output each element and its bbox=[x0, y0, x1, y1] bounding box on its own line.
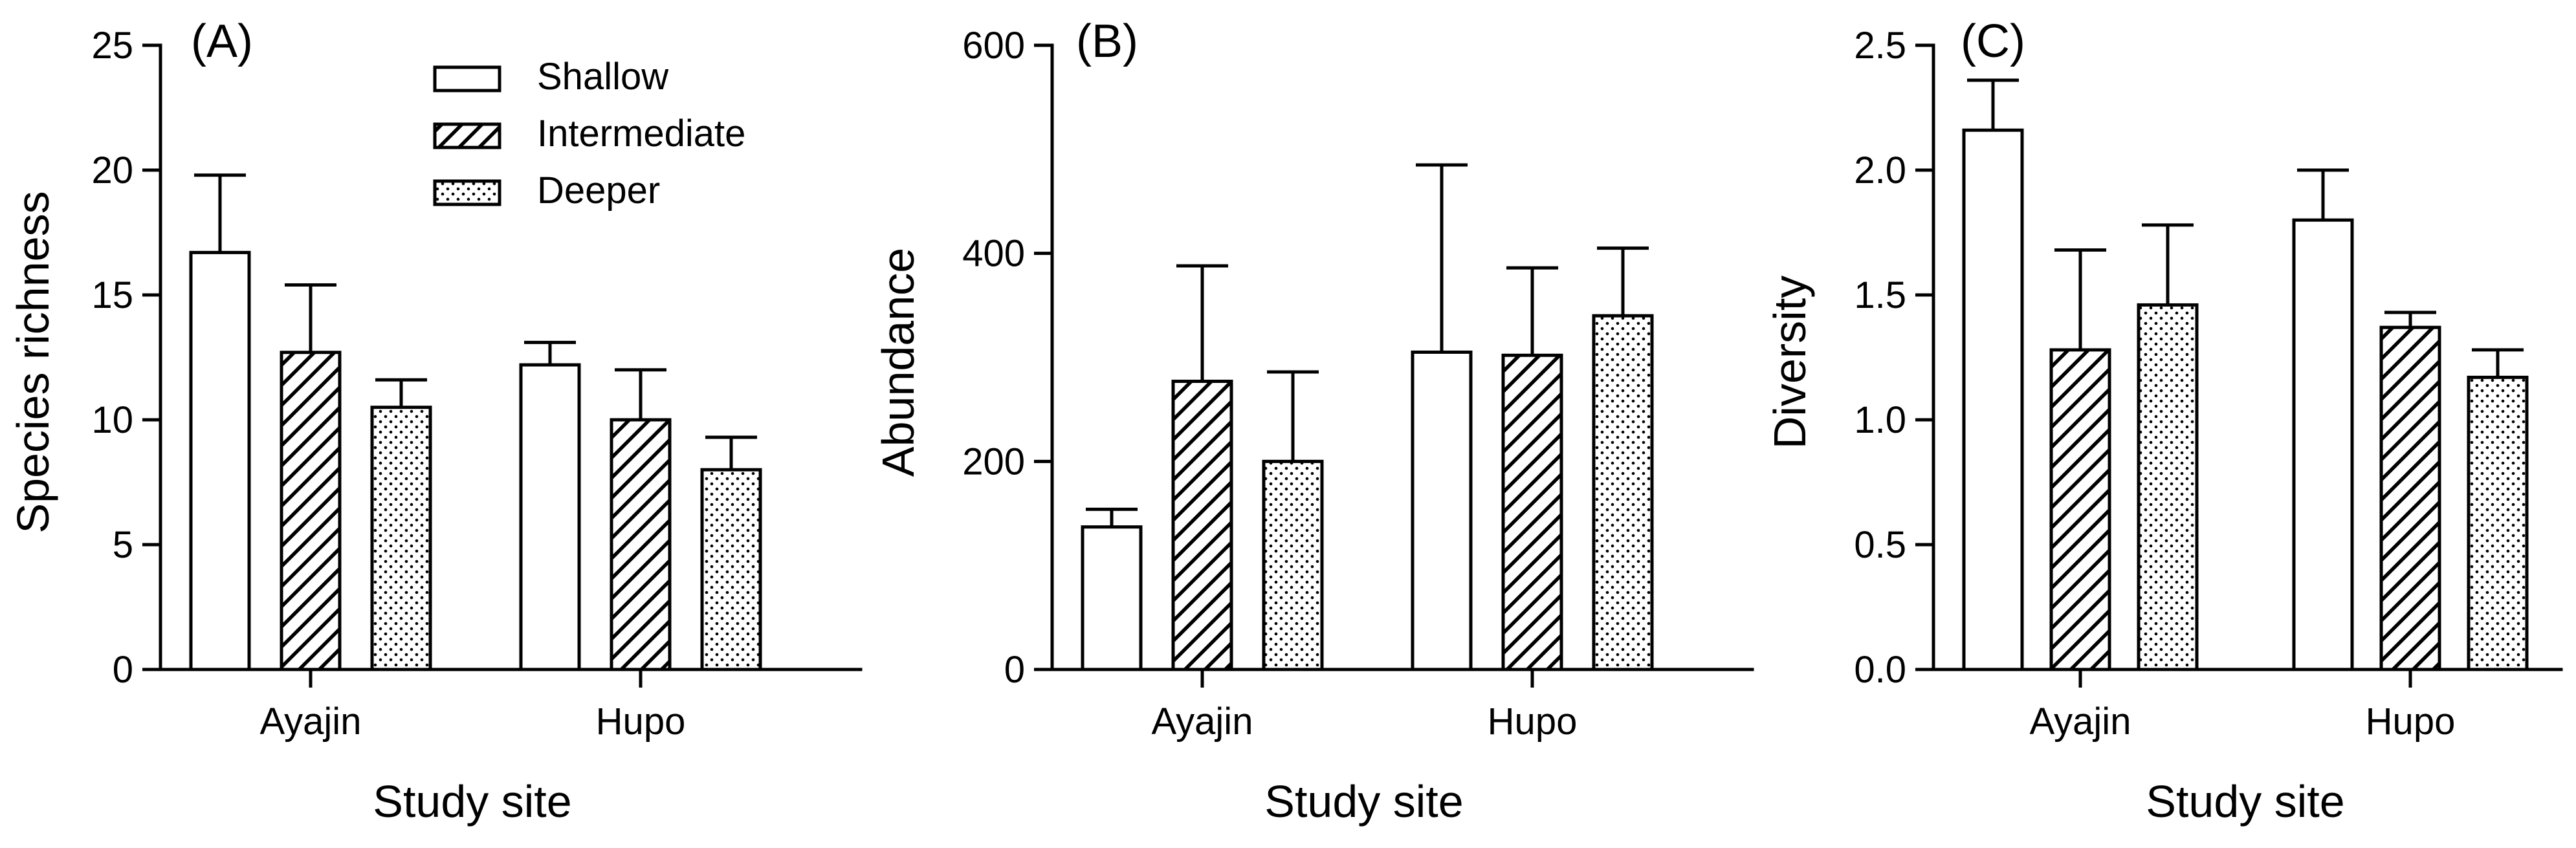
bar-shallow-hupo bbox=[2292, 218, 2354, 671]
y-tick-label: 0 bbox=[113, 649, 133, 691]
y-axis-title: Abundance bbox=[873, 248, 923, 477]
bar-deeper-hupo bbox=[2467, 375, 2529, 671]
y-tick-label: 1.5 bbox=[1854, 274, 1906, 316]
y-tick-label: 0 bbox=[1004, 649, 1025, 691]
x-tick-label: Hupo bbox=[2366, 701, 2456, 743]
y-tick-label: 15 bbox=[91, 274, 133, 316]
x-tick-labels: Ayajin Hupo bbox=[1152, 669, 1578, 743]
x-tick-labels: Ayajin Hupo bbox=[260, 669, 686, 743]
legend-swatch-shallow bbox=[433, 65, 501, 92]
bar-intermediate-ayajin bbox=[280, 351, 342, 671]
bar-deeper-ayajin bbox=[2137, 303, 2199, 671]
legend-item-shallow: Shallow bbox=[433, 56, 669, 98]
x-axis-title: Study site bbox=[373, 776, 571, 827]
bar-intermediate-ayajin bbox=[2049, 348, 2111, 671]
x-tick-label: Ayajin bbox=[2030, 701, 2131, 743]
y-tick-label: 2.5 bbox=[1854, 25, 1906, 67]
bar-intermediate-ayajin bbox=[1171, 379, 1233, 671]
bar-intermediate-hupo bbox=[610, 418, 672, 671]
y-tick-label: 600 bbox=[962, 25, 1025, 67]
panel-diversity: (C) Diversity Study site 0.0 0.5 1.0 1.5 2.0… bbox=[1765, 16, 2563, 827]
y-tick-label: 0.0 bbox=[1854, 649, 1906, 691]
bar-shallow-hupo bbox=[1411, 350, 1473, 671]
legend-label: Intermediate bbox=[537, 113, 745, 155]
x-tick-labels: Ayajin Hupo bbox=[2030, 669, 2456, 743]
x-tick-label: Ayajin bbox=[260, 701, 362, 743]
x-tick-label: Hupo bbox=[1488, 701, 1578, 743]
x-tick-label: Hupo bbox=[596, 701, 686, 743]
legend-label: Deeper bbox=[537, 169, 660, 212]
y-tick-label: 200 bbox=[962, 440, 1025, 483]
y-tick-label: 1.0 bbox=[1854, 399, 1906, 441]
legend-label: Shallow bbox=[537, 56, 669, 98]
bar-shallow-ayajin bbox=[189, 250, 251, 671]
bar-deeper-hupo bbox=[1592, 314, 1654, 671]
y-tick-label: 10 bbox=[91, 399, 133, 441]
panel-label: (B) bbox=[1076, 16, 1138, 67]
bar-deeper-ayajin bbox=[370, 406, 432, 671]
legend-swatch-deeper bbox=[433, 179, 501, 206]
bar-shallow-ayajin bbox=[1962, 128, 2024, 671]
y-tick-label: 0.5 bbox=[1854, 524, 1906, 566]
bar-intermediate-hupo bbox=[2379, 325, 2441, 671]
legend-item-intermediate: Intermediate bbox=[433, 113, 745, 155]
y-tick-labels: 0 200 400 600 bbox=[962, 25, 1052, 691]
bar-intermediate-hupo bbox=[1501, 353, 1563, 671]
y-tick-label: 400 bbox=[962, 233, 1025, 275]
y-axis-title: Diversity bbox=[1765, 276, 1815, 449]
bar-deeper-ayajin bbox=[1262, 459, 1324, 671]
panel-label: (A) bbox=[191, 16, 253, 67]
y-axis-title: Species richness bbox=[8, 191, 58, 533]
y-tick-labels: 0 5 10 15 20 25 bbox=[91, 25, 160, 691]
panel-label: (C) bbox=[1961, 16, 2025, 67]
x-axis-title: Study site bbox=[2146, 776, 2344, 827]
bar-shallow-hupo bbox=[519, 363, 581, 671]
bar-shallow-ayajin bbox=[1081, 525, 1143, 671]
y-tick-labels: 0.0 0.5 1.0 1.5 2.0 2.5 bbox=[1854, 25, 1933, 691]
y-tick-label: 5 bbox=[113, 524, 133, 566]
bar-marks bbox=[1932, 43, 2563, 671]
legend-swatch-intermediate bbox=[433, 122, 501, 149]
legend: Shallow Intermediate Deeper bbox=[433, 56, 745, 212]
x-axis-title: Study site bbox=[1264, 776, 1463, 827]
panel-species-richness: (A) Species richness Study site 0 5 10 15 20… bbox=[8, 16, 863, 827]
x-tick-label: Ayajin bbox=[1152, 701, 1253, 743]
panel-abundance: (B) Abundance Study site 0 200 400 600 Ayaj… bbox=[873, 16, 1754, 827]
y-tick-label: 20 bbox=[91, 149, 133, 191]
bar-deeper-hupo bbox=[700, 468, 762, 671]
y-tick-label: 25 bbox=[91, 25, 133, 67]
bar-marks bbox=[1050, 43, 1754, 671]
legend-item-deeper: Deeper bbox=[433, 169, 660, 212]
y-tick-label: 2.0 bbox=[1854, 149, 1906, 191]
bar-marks bbox=[159, 43, 863, 671]
